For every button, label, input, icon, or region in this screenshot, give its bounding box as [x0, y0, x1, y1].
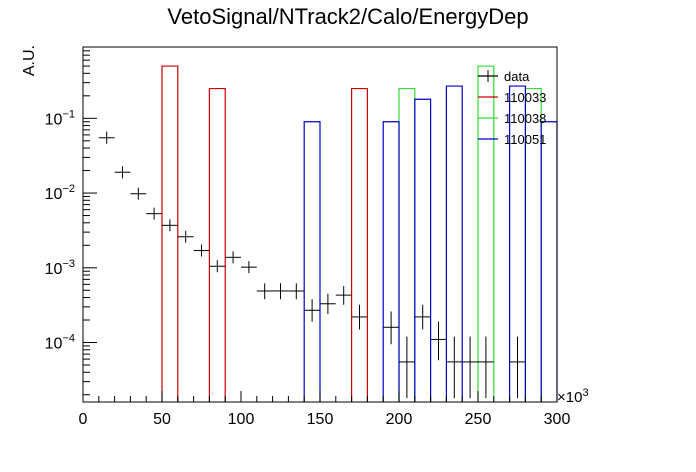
legend-label: 110051 [504, 132, 546, 147]
chart-title: VetoSignal/NTrack2/Calo/EnergyDep [167, 4, 528, 29]
histogram-bars [161, 65, 558, 402]
y-tick-label: 10−3 [45, 258, 75, 278]
x-tick-label: 200 [386, 411, 413, 428]
y-axis: 10−1 10−2 10−3 10−4 [45, 46, 97, 396]
bar-110051-0 [303, 121, 321, 402]
x-tick-label: 300 [544, 411, 571, 428]
legend: data 110033 110038 110051 [478, 69, 546, 147]
legend-entry: 110051 [478, 132, 546, 147]
data-point [114, 166, 131, 179]
bar-110051-3 [445, 85, 463, 402]
data-point [177, 230, 194, 243]
data-point [509, 336, 526, 399]
data-point [146, 207, 162, 220]
bar-110051-2 [414, 98, 432, 402]
data-point [256, 283, 273, 300]
data-point [130, 187, 147, 200]
data-point [430, 321, 447, 361]
x-tick-label: 250 [465, 411, 492, 428]
x-tick-label: 150 [307, 411, 334, 428]
y-tick-label: 10−1 [45, 108, 75, 128]
data-point [478, 336, 494, 399]
data-point [225, 251, 241, 264]
x-tick-label: 100 [228, 411, 255, 428]
data-point [288, 283, 305, 300]
data-point [272, 283, 289, 300]
data-point [351, 304, 368, 330]
data-point [414, 304, 431, 330]
bar-110051-1 [382, 121, 400, 402]
legend-entry: 110033 [478, 90, 546, 105]
data-point [98, 131, 115, 144]
y-tick-label: 10−4 [45, 333, 75, 353]
x-axis: 0 50 100 150 200 250 300 [79, 391, 571, 428]
data-point [241, 261, 257, 274]
y-tick-label: 10−2 [45, 183, 75, 203]
legend-label: data [504, 69, 530, 84]
data-point [209, 260, 226, 273]
data-point [335, 286, 352, 305]
y-axis-label: A.U. [21, 45, 38, 76]
data-point [399, 336, 415, 399]
legend-entry: 110038 [478, 111, 546, 126]
x-axis-multiplier: ×103 [557, 387, 589, 406]
data-point [320, 293, 336, 315]
data-point [304, 299, 320, 322]
data-point [162, 219, 178, 232]
bar-110033-1 [208, 87, 226, 402]
data-point [462, 336, 478, 399]
legend-label: 110033 [504, 90, 546, 105]
x-tick-label: 50 [153, 411, 171, 428]
bar-110033-2 [351, 87, 368, 402]
x-tick-label: 0 [79, 411, 88, 428]
data-point [446, 336, 463, 399]
bar-110038-1 [477, 65, 495, 402]
data-points [98, 131, 526, 399]
bar-110051-4 [509, 85, 526, 402]
data-point [193, 244, 210, 257]
legend-entry: data [478, 69, 530, 84]
bar-110033-0 [161, 65, 179, 402]
bar-110051-5 [540, 121, 558, 402]
legend-label: 110038 [504, 111, 546, 126]
data-point [383, 311, 399, 345]
